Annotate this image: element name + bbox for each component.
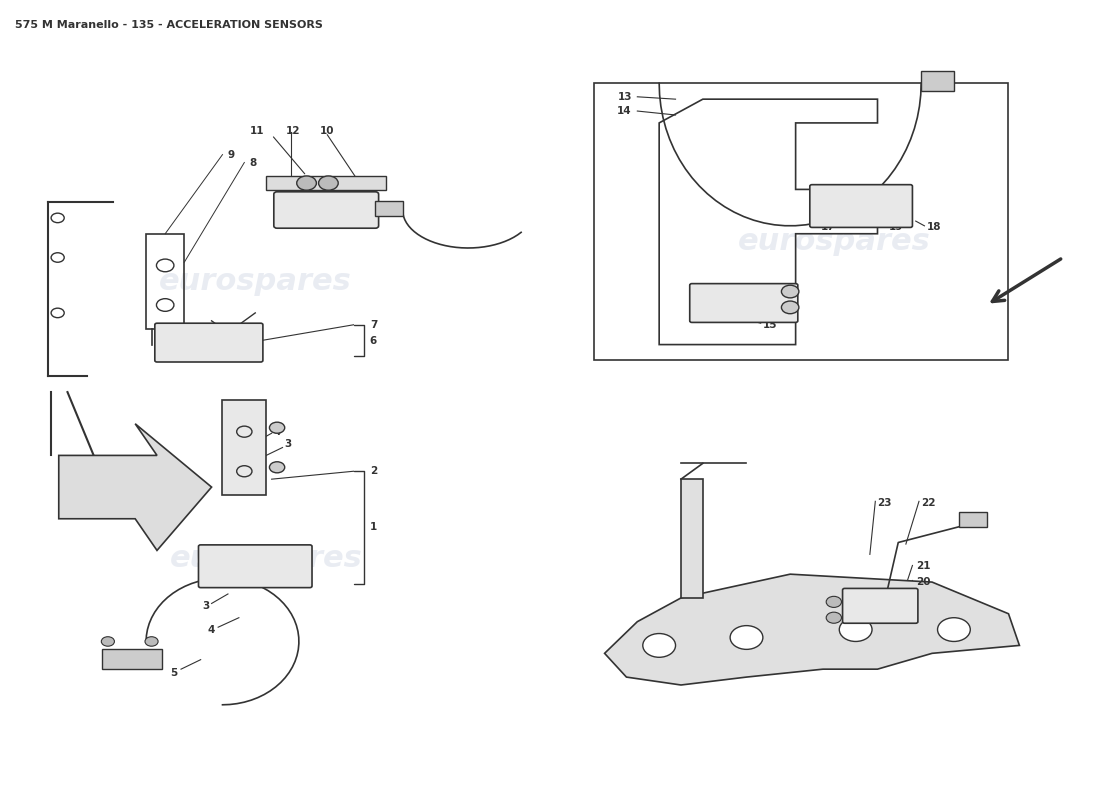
FancyBboxPatch shape	[274, 192, 378, 228]
Text: 20: 20	[915, 577, 931, 587]
Text: 4: 4	[208, 625, 216, 634]
Bar	[146, 234, 185, 329]
Text: 2: 2	[370, 466, 377, 476]
Circle shape	[781, 286, 799, 298]
Bar	[375, 201, 403, 216]
Text: eurospares: eurospares	[737, 227, 931, 256]
Text: 21: 21	[915, 562, 931, 571]
Text: 14: 14	[617, 106, 631, 116]
Polygon shape	[58, 424, 211, 550]
Text: 7: 7	[370, 320, 377, 330]
Text: 5: 5	[169, 668, 177, 678]
Circle shape	[826, 596, 842, 607]
Circle shape	[101, 637, 114, 646]
FancyBboxPatch shape	[198, 545, 312, 588]
FancyBboxPatch shape	[155, 323, 263, 362]
FancyBboxPatch shape	[843, 589, 917, 623]
Circle shape	[270, 422, 285, 434]
Text: 19: 19	[889, 222, 903, 233]
Circle shape	[730, 626, 763, 650]
Circle shape	[937, 618, 970, 642]
Circle shape	[781, 301, 799, 314]
Bar	[921, 71, 954, 91]
Text: 3: 3	[202, 601, 210, 611]
Text: 4: 4	[274, 426, 280, 437]
Text: 23: 23	[878, 498, 892, 508]
Bar	[681, 479, 703, 598]
Text: 17: 17	[821, 222, 835, 233]
Bar	[959, 513, 987, 526]
Text: 13: 13	[617, 92, 631, 102]
Text: 8: 8	[250, 158, 257, 167]
Text: 16: 16	[763, 302, 778, 311]
Text: 15: 15	[763, 320, 778, 330]
Text: 22: 22	[921, 498, 936, 508]
Text: 6: 6	[370, 336, 377, 346]
Text: eurospares: eurospares	[169, 544, 363, 573]
Text: 18: 18	[926, 222, 942, 233]
Polygon shape	[605, 574, 1020, 685]
Circle shape	[826, 612, 842, 623]
Text: 11: 11	[250, 126, 264, 136]
Text: eurospares: eurospares	[737, 583, 931, 613]
FancyBboxPatch shape	[810, 185, 912, 227]
Bar	[102, 650, 163, 669]
Text: 3: 3	[285, 438, 292, 449]
Circle shape	[145, 637, 158, 646]
FancyBboxPatch shape	[690, 284, 798, 322]
Text: eurospares: eurospares	[158, 266, 352, 296]
Bar	[266, 176, 386, 190]
Text: 575 M Maranello - 135 - ACCELERATION SENSORS: 575 M Maranello - 135 - ACCELERATION SEN…	[15, 20, 323, 30]
Bar	[594, 83, 1009, 361]
Circle shape	[839, 618, 872, 642]
Text: 1: 1	[370, 522, 377, 533]
Circle shape	[297, 176, 317, 190]
Text: 10: 10	[320, 126, 334, 136]
Text: 12: 12	[286, 126, 300, 136]
Circle shape	[642, 634, 675, 658]
Circle shape	[270, 462, 285, 473]
Bar	[222, 400, 266, 495]
Text: 9: 9	[228, 150, 235, 159]
Circle shape	[319, 176, 338, 190]
